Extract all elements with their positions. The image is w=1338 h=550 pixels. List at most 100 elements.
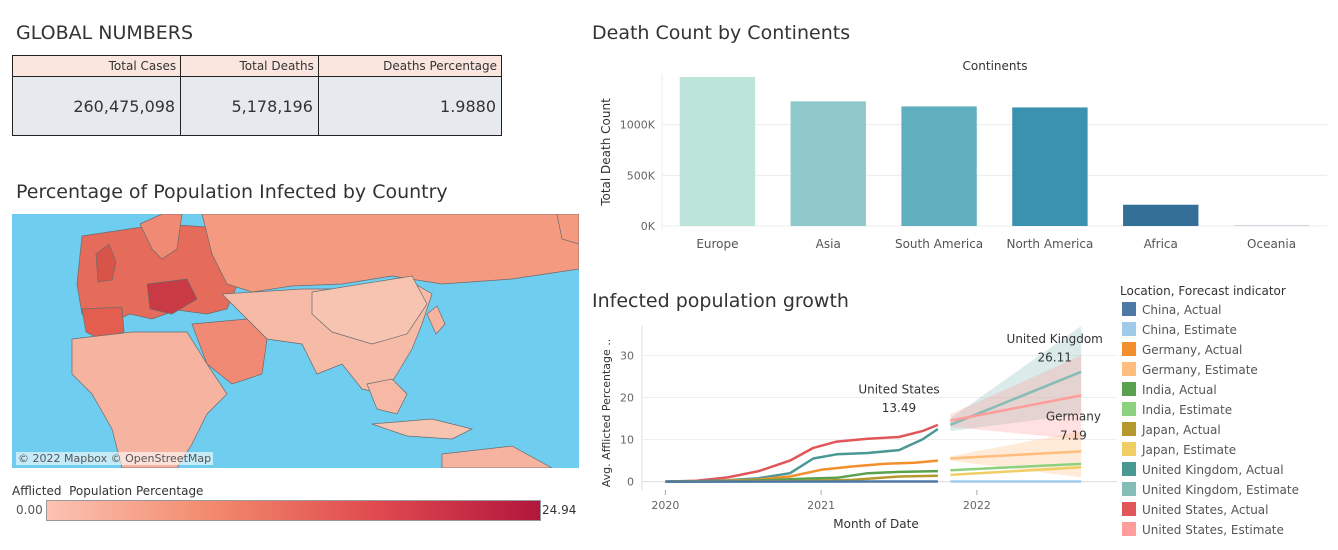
bar-gridlines xyxy=(661,74,1327,230)
legend-label: United Kingdom, Actual xyxy=(1142,463,1284,477)
legend-item[interactable]: Germany, Actual xyxy=(1122,342,1242,358)
scandinavia-shape xyxy=(139,214,183,260)
global-numbers-title: GLOBAL NUMBERS xyxy=(16,22,194,44)
annotation-value: 26.11 xyxy=(1038,351,1072,365)
growth-section-title: Infected population growth xyxy=(592,290,849,312)
bar-ytick-label: 1000K xyxy=(620,119,656,132)
legend-label: Japan, Actual xyxy=(1142,423,1221,437)
legend-item[interactable]: India, Estimate xyxy=(1122,402,1232,418)
russia-region xyxy=(201,214,579,293)
bar-chart-title: Continents xyxy=(963,59,1028,73)
growth-chart-ylabel: Avg. Afflicted Percentage .. xyxy=(600,339,613,488)
total-cases-value[interactable]: 260,475,098 xyxy=(11,76,182,136)
legend-item[interactable]: Japan, Estimate xyxy=(1122,442,1236,458)
legend-item[interactable]: China, Actual xyxy=(1122,302,1222,318)
legend-item[interactable]: Germany, Estimate xyxy=(1122,362,1258,378)
southeast-asia-region xyxy=(366,378,408,415)
bar-africa[interactable] xyxy=(1123,204,1199,226)
global-numbers-table: Total Cases Total Deaths Deaths Percenta… xyxy=(11,55,503,136)
infection-map[interactable]: © 2022 Mapbox © OpenStreetMap xyxy=(12,214,579,468)
legend-swatch xyxy=(1122,462,1136,476)
map-canvas xyxy=(71,214,579,468)
legend-label: United Kingdom, Estimate xyxy=(1142,483,1299,497)
series-line[interactable] xyxy=(665,423,939,483)
annotation-value: 13.49 xyxy=(882,401,916,415)
legend-item[interactable]: United States, Actual xyxy=(1122,502,1268,518)
china-shape xyxy=(311,275,428,345)
series-line[interactable] xyxy=(950,466,1082,477)
bar-north-america[interactable] xyxy=(1012,107,1088,226)
map-credit[interactable]: © 2022 Mapbox © OpenStreetMap xyxy=(16,452,214,465)
bar-south-america[interactable] xyxy=(901,106,977,226)
map-legend-gradient xyxy=(46,500,541,521)
legend-label: China, Estimate xyxy=(1142,323,1237,337)
total-deaths-value[interactable]: 5,178,196 xyxy=(180,76,319,136)
legend-label: United States, Actual xyxy=(1142,503,1269,517)
bar-chart-ylabel: Total Death Count xyxy=(599,98,613,207)
bar-marks xyxy=(679,77,1310,226)
growth-series-lines xyxy=(665,370,1082,483)
central-europe-shape xyxy=(146,278,198,315)
bar-section-title: Death Count by Continents xyxy=(592,22,851,44)
australia-shape xyxy=(441,445,553,468)
legend-swatch xyxy=(1122,322,1136,336)
map-legend-max: 24.94 xyxy=(542,503,577,517)
map-legend-min: 0.00 xyxy=(16,503,43,517)
legend-item[interactable]: United Kingdom, Actual xyxy=(1122,462,1284,478)
legend-swatch xyxy=(1122,342,1136,356)
bar-category-label: Asia xyxy=(816,237,841,251)
bar-category-label: Europe xyxy=(696,237,738,251)
legend-label: Germany, Actual xyxy=(1142,343,1243,357)
legend-label: United States, Estimate xyxy=(1142,523,1284,537)
growth-chart: Avg. Afflicted Percentage .. Month of Da… xyxy=(600,326,1117,531)
legend-item[interactable]: Japan, Actual xyxy=(1122,422,1221,438)
series-line[interactable] xyxy=(950,394,1082,422)
series-line[interactable] xyxy=(950,450,1082,460)
legend-swatch xyxy=(1122,382,1136,396)
legend-swatch xyxy=(1122,422,1136,436)
growth-ytick-label: 20 xyxy=(620,391,634,404)
legend-swatch xyxy=(1122,442,1136,456)
legend-swatch xyxy=(1122,402,1136,416)
deaths-percentage-header: Deaths Percentage xyxy=(317,55,503,77)
growth-legend-title: Location, Forecast indicator xyxy=(1120,284,1286,298)
forecast-band xyxy=(950,326,1082,432)
bar-category-label: South America xyxy=(895,237,983,251)
indonesia-shape xyxy=(371,418,474,440)
map-legend-title: Afflicted Population Percentage xyxy=(12,484,204,498)
africa-region xyxy=(71,331,228,468)
growth-xtick-label: 2020 xyxy=(651,499,679,512)
bar-europe[interactable] xyxy=(679,77,756,226)
series-line[interactable] xyxy=(950,462,1082,472)
uk-shape xyxy=(95,243,117,283)
legend-label: India, Actual xyxy=(1142,383,1217,397)
bar-category-label: North America xyxy=(1006,237,1093,251)
legend-swatch xyxy=(1122,482,1136,496)
total-deaths-header: Total Deaths xyxy=(180,55,319,77)
legend-label: India, Estimate xyxy=(1142,403,1233,417)
legend-item[interactable]: United States, Estimate xyxy=(1122,522,1284,538)
growth-xtick-label: 2022 xyxy=(963,499,991,512)
legend-item[interactable]: India, Actual xyxy=(1122,382,1217,398)
deaths-percentage-value[interactable]: 1.9880 xyxy=(317,76,503,136)
growth-annotations: United States 13.49 United Kingdom 26.11 Ger… xyxy=(858,332,1103,443)
greenland-edge xyxy=(556,214,579,245)
annotation-value: 7.19 xyxy=(1060,429,1087,443)
legend-item[interactable]: United Kingdom, Estimate xyxy=(1122,482,1299,498)
japan-shape xyxy=(426,305,446,335)
bar-category-label: Africa xyxy=(1144,237,1178,251)
bar-yaxis: 0K 500K 1000K xyxy=(620,119,656,233)
legend-swatch xyxy=(1122,302,1136,316)
bar-xaxis: Europe Asia South America North America Afri… xyxy=(696,237,1296,251)
legend-label: China, Actual xyxy=(1142,303,1222,317)
bar-asia[interactable] xyxy=(790,101,866,226)
growth-axes: 0 10 20 30 2020 2021 2022 xyxy=(620,326,991,512)
bar-ytick-label: 0K xyxy=(641,220,656,233)
legend-swatch xyxy=(1122,362,1136,376)
growth-chart-xlabel: Month of Date xyxy=(833,517,919,531)
annotation-label: Germany xyxy=(1046,410,1101,424)
bar-ytick-label: 500K xyxy=(627,169,656,182)
legend-item[interactable]: China, Estimate xyxy=(1122,322,1237,338)
legend-label: Germany, Estimate xyxy=(1142,363,1258,377)
bar-category-label: Oceania xyxy=(1247,237,1296,251)
